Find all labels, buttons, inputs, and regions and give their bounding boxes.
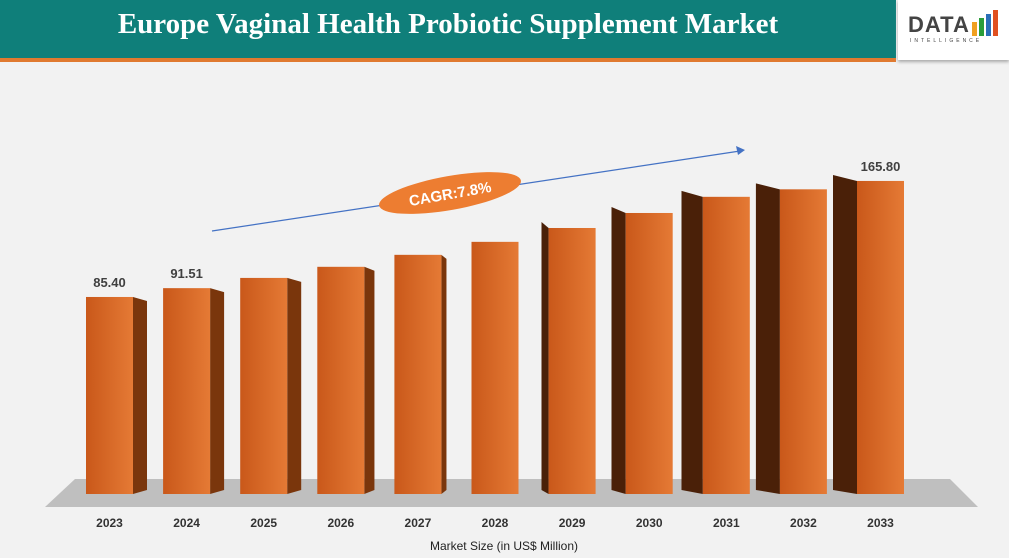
x-tick-label: 2024 (173, 516, 200, 530)
bar-side (541, 221, 549, 494)
data-label: 165.80 (861, 159, 901, 174)
bar-2032 (779, 189, 827, 494)
bar-side (611, 206, 626, 494)
page-title: Europe Vaginal Health Probiotic Suppleme… (117, 8, 779, 40)
x-tick-label: 2025 (250, 516, 277, 530)
x-axis-title: Market Size (in US$ Million) (430, 539, 578, 553)
bar-side (755, 183, 780, 494)
bar-side (133, 296, 147, 494)
x-tick-label: 2030 (636, 516, 663, 530)
bar-side (681, 190, 703, 494)
data-label: 91.51 (170, 266, 203, 281)
bar-2033 (857, 180, 904, 494)
logo: DATA INTELLIGENCE (898, 0, 1009, 60)
header-banner (0, 0, 896, 62)
bar-side (833, 174, 857, 494)
cagr-badge (379, 172, 521, 214)
x-tick-label: 2029 (559, 516, 586, 530)
bar-2027 (394, 254, 442, 494)
bar-side (441, 254, 447, 494)
x-tick-label: 2023 (96, 516, 123, 530)
x-tick-label: 2031 (713, 516, 740, 530)
x-tick-label: 2033 (867, 516, 894, 530)
data-label: 85.40 (93, 275, 126, 290)
bar-2024 (163, 288, 211, 494)
x-tick-label: 2032 (790, 516, 817, 530)
bar-2025 (240, 277, 288, 494)
bar-2029 (548, 227, 596, 494)
bar-2023 (86, 296, 133, 494)
bar-2028 (471, 241, 519, 494)
logo-subtext: INTELLIGENCE (910, 38, 983, 44)
x-tick-label: 2028 (482, 516, 509, 530)
logo-bars-icon (972, 10, 998, 36)
bar-2031 (702, 196, 750, 494)
bar-2026 (317, 266, 365, 494)
bar-2030 (625, 212, 673, 494)
bar-side (364, 266, 375, 494)
bar-side (210, 288, 225, 494)
bar-side (287, 277, 302, 494)
logo-text: DATA (908, 12, 970, 37)
x-tick-label: 2026 (327, 516, 354, 530)
x-tick-label: 2027 (405, 516, 432, 530)
trend-arrow-head (736, 146, 745, 155)
